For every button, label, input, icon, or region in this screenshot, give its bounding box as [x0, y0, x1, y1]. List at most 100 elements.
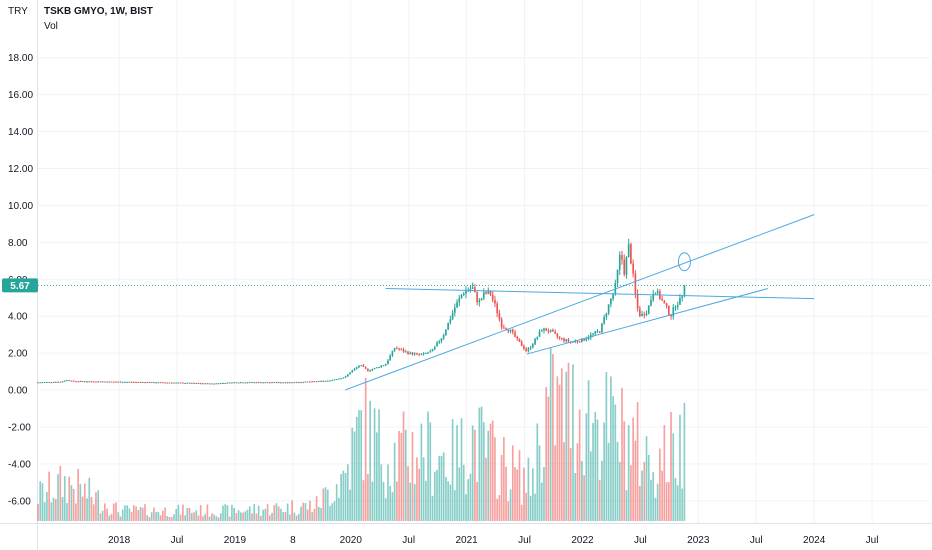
candle-body: [487, 290, 490, 294]
candle-body: [407, 351, 409, 354]
volume-bar: [342, 470, 345, 521]
candle-body: [480, 298, 483, 301]
volume-bar: [505, 466, 507, 521]
volume-bar: [311, 512, 314, 521]
volume-bar: [429, 422, 432, 521]
candle-body: [262, 382, 264, 384]
volume-bar: [99, 513, 102, 521]
volume-bar: [237, 510, 240, 521]
candle-body: [431, 349, 434, 352]
candle-body: [324, 380, 327, 382]
volume-bar: [589, 451, 592, 521]
candle-body: [400, 349, 403, 351]
candle-body: [170, 382, 173, 384]
volume-bar: [652, 472, 655, 521]
candle-body: [641, 313, 643, 317]
candle-body: [52, 381, 55, 383]
candle-body: [652, 294, 655, 301]
volume-bar: [358, 410, 360, 521]
volume-bar: [402, 411, 405, 521]
candle-body: [672, 307, 675, 317]
candle-body: [110, 381, 113, 383]
candle-body: [335, 379, 338, 381]
volume-bar: [159, 515, 162, 521]
volume-bar: [433, 471, 436, 521]
volume-bar: [326, 489, 329, 521]
y-tick-label: 14.00: [8, 127, 33, 138]
volume-indicator-label[interactable]: Vol: [44, 21, 58, 32]
volume-bar: [525, 492, 527, 521]
candle-body: [605, 313, 608, 318]
volume-bar: [90, 496, 93, 521]
volume-bar: [313, 508, 316, 521]
volume-bar: [70, 485, 73, 521]
volume-bar: [422, 457, 425, 521]
candle-body: [469, 288, 472, 291]
candle-body: [565, 339, 568, 341]
candle-body: [61, 381, 64, 383]
volume-bar: [607, 442, 610, 521]
candle-body: [462, 293, 465, 296]
volume-bar: [262, 509, 264, 521]
candle-body: [527, 348, 530, 351]
volume-bar: [179, 514, 182, 521]
candle-body: [438, 341, 441, 343]
symbol-title[interactable]: TSKB GMYO, 1W, BIST: [44, 6, 153, 17]
x-axis[interactable]: 2018 Jul 2019 8 2020 Jul 2021 Jul 2022 Jul 2023 Jul…: [108, 535, 879, 546]
trendlines[interactable]: [38, 214, 930, 391]
candle-body: [391, 350, 394, 356]
candle-body: [362, 365, 365, 367]
candle-body: [83, 381, 86, 383]
candle-body: [195, 383, 198, 385]
volume-bar: [672, 433, 675, 521]
currency-label: TRY: [8, 6, 28, 17]
volume-bar: [302, 502, 305, 521]
candle-body: [422, 352, 425, 355]
volume-bar: [228, 516, 231, 521]
candle-body: [476, 292, 478, 303]
candle-body: [204, 383, 207, 385]
volume-bar: [306, 509, 309, 521]
candle-body: [242, 382, 244, 384]
candle-body: [585, 338, 588, 341]
volume-bar: [208, 516, 211, 521]
volume-bar: [375, 432, 378, 521]
volume-bar: [623, 421, 626, 521]
volume-bar: [128, 508, 131, 521]
volume-bar: [449, 484, 452, 521]
volume-bar: [166, 516, 169, 521]
candle-body: [654, 293, 657, 295]
candle-body: [37, 382, 39, 384]
volume-bar: [520, 504, 523, 521]
candle-body: [226, 382, 229, 384]
volume-bar: [371, 481, 374, 521]
candle-body: [306, 381, 309, 383]
volume-bar: [121, 509, 124, 521]
volume-bar: [676, 485, 679, 521]
candle-body: [222, 382, 224, 384]
candle-body: [514, 332, 516, 337]
volume-bar: [271, 512, 273, 521]
volume-bar: [104, 503, 106, 521]
candle-body: [112, 381, 115, 383]
volume-bar: [231, 504, 233, 521]
volume-bar: [280, 508, 282, 521]
volume-bar: [560, 368, 563, 521]
candle-body: [634, 273, 637, 294]
volume-bar: [175, 509, 178, 521]
candle-body: [574, 341, 577, 343]
volume-bar: [170, 517, 173, 521]
volume-bar: [563, 442, 565, 521]
candle-body: [614, 282, 617, 294]
volume-bar: [569, 448, 572, 521]
volume-bar: [601, 460, 603, 521]
y-tick-label: 0.00: [8, 386, 28, 397]
candle-body: [543, 328, 545, 331]
candle-body: [610, 298, 612, 305]
candle-body: [489, 290, 492, 295]
candle-body: [645, 313, 648, 316]
candle-body: [92, 381, 95, 383]
candle-body: [159, 382, 162, 384]
x-tick-label: Jul: [634, 535, 647, 546]
